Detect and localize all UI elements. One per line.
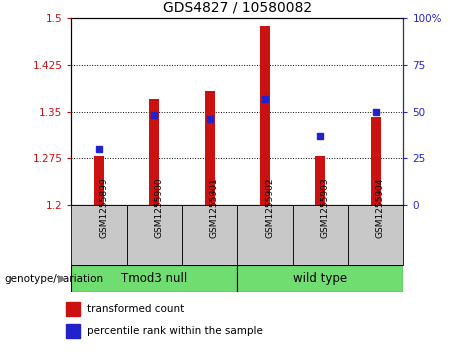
Title: GDS4827 / 10580082: GDS4827 / 10580082 bbox=[163, 0, 312, 14]
Text: GSM1255903: GSM1255903 bbox=[320, 178, 330, 238]
FancyBboxPatch shape bbox=[182, 205, 237, 265]
FancyBboxPatch shape bbox=[237, 265, 403, 292]
Bar bbox=[65, 324, 80, 338]
Text: GSM1255902: GSM1255902 bbox=[265, 178, 274, 238]
Bar bbox=[371, 117, 381, 205]
Text: GSM1255901: GSM1255901 bbox=[210, 178, 219, 238]
FancyBboxPatch shape bbox=[127, 205, 182, 265]
FancyBboxPatch shape bbox=[293, 205, 348, 265]
Bar bbox=[149, 99, 160, 205]
Text: GSM1255904: GSM1255904 bbox=[376, 178, 385, 238]
Text: transformed count: transformed count bbox=[87, 303, 184, 314]
Text: wild type: wild type bbox=[293, 272, 348, 285]
Bar bbox=[94, 156, 104, 205]
FancyBboxPatch shape bbox=[237, 205, 293, 265]
Bar bbox=[315, 156, 325, 205]
Bar bbox=[260, 26, 270, 205]
Bar bbox=[205, 91, 215, 205]
FancyBboxPatch shape bbox=[71, 265, 237, 292]
Bar bbox=[65, 302, 80, 316]
Text: percentile rank within the sample: percentile rank within the sample bbox=[87, 326, 263, 336]
Text: genotype/variation: genotype/variation bbox=[5, 274, 104, 284]
FancyBboxPatch shape bbox=[71, 205, 127, 265]
Text: Tmod3 null: Tmod3 null bbox=[121, 272, 188, 285]
FancyBboxPatch shape bbox=[348, 205, 403, 265]
Text: GSM1255899: GSM1255899 bbox=[99, 178, 108, 238]
Text: GSM1255900: GSM1255900 bbox=[154, 178, 164, 238]
Text: ▶: ▶ bbox=[58, 274, 66, 284]
